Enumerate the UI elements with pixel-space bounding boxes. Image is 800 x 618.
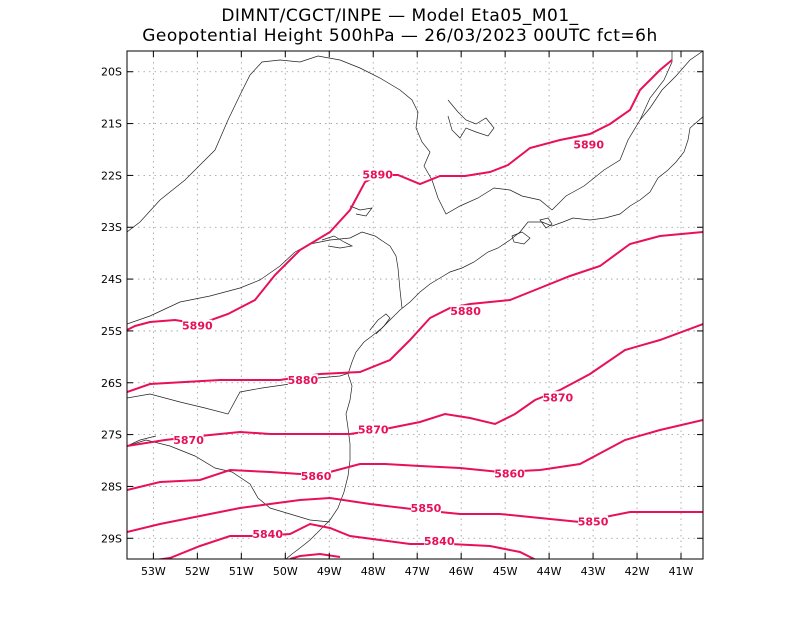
contour-label: 5850 bbox=[411, 502, 442, 515]
lon-tick-label: 42W bbox=[625, 565, 650, 578]
island bbox=[511, 231, 531, 245]
contour-label: 5840 bbox=[252, 528, 283, 541]
state-border-sp-pr bbox=[127, 231, 403, 325]
lon-tick-label: 50W bbox=[273, 565, 298, 578]
lon-tick-label: 53W bbox=[141, 565, 166, 578]
contour-label-background bbox=[578, 515, 609, 528]
bay-inlet bbox=[369, 313, 391, 335]
lat-tick-label: 24S bbox=[101, 273, 122, 286]
map-title-line2: Geopotential Height 500hPa — 26/03/2023 … bbox=[142, 26, 658, 46]
map-frame bbox=[126, 50, 704, 560]
contour-5890-west bbox=[127, 59, 673, 331]
lon-tick-label: 47W bbox=[405, 565, 430, 578]
contour-label-background bbox=[494, 467, 525, 480]
contour-label: 5850 bbox=[578, 516, 609, 529]
contour-5830 bbox=[289, 552, 341, 559]
reservoir bbox=[349, 205, 373, 217]
contour-label: 5890 bbox=[573, 138, 604, 151]
contour-label-background bbox=[424, 534, 455, 547]
lon-tick-label: 43W bbox=[581, 565, 606, 578]
state-border-es bbox=[639, 51, 703, 121]
contour-label-background bbox=[450, 305, 481, 318]
lon-tick-label: 41W bbox=[669, 565, 694, 578]
contour-5840 bbox=[154, 522, 537, 559]
contour-label: 5860 bbox=[494, 467, 525, 480]
lat-tick-label: 23S bbox=[101, 221, 122, 234]
contour-label: 5840 bbox=[424, 535, 455, 548]
contour-5870 bbox=[127, 323, 703, 447]
country-border bbox=[127, 435, 157, 447]
lat-tick-label: 28S bbox=[101, 480, 122, 493]
lon-tick-label: 49W bbox=[317, 565, 342, 578]
map-title-line1: DIMNT/CGCT/INPE — Model Eta05_M01_ bbox=[221, 6, 579, 26]
geography bbox=[127, 51, 703, 559]
lat-tick-label: 26S bbox=[101, 377, 122, 390]
contour-label-background bbox=[410, 502, 441, 515]
contour-label: 5870 bbox=[358, 423, 389, 436]
lat-tick-label: 25S bbox=[101, 325, 122, 338]
contour-label: 5890 bbox=[362, 168, 393, 181]
lon-tick-label: 51W bbox=[229, 565, 254, 578]
lon-tick-label: 45W bbox=[493, 565, 518, 578]
contour-label-background bbox=[362, 168, 393, 181]
island bbox=[539, 217, 553, 229]
lat-tick-label: 22S bbox=[101, 169, 122, 182]
axes: 53W 52W 51W 50W 49W 48W 47W 46W 45W 44W 43W 42W 41W 2… bbox=[101, 51, 703, 578]
contour-label-background bbox=[173, 433, 204, 446]
lon-tick-label: 48W bbox=[361, 565, 386, 578]
coastline bbox=[285, 116, 703, 559]
contour-label: 5880 bbox=[450, 305, 481, 318]
lat-tick-label: 27S bbox=[101, 429, 122, 442]
reservoir bbox=[321, 235, 354, 249]
lon-tick-label: 44W bbox=[537, 565, 562, 578]
state-border-mg-sp bbox=[127, 55, 553, 233]
contour-label-background bbox=[358, 423, 389, 436]
contour-label-background bbox=[182, 319, 213, 332]
reservoir bbox=[447, 99, 495, 139]
lat-tick-label: 29S bbox=[101, 532, 122, 545]
state-border-pr-sc bbox=[127, 371, 353, 415]
contour-label: 5880 bbox=[288, 374, 319, 387]
lat-tick-label: 21S bbox=[101, 118, 122, 131]
contour-label: 5870 bbox=[543, 391, 574, 404]
contour-5880 bbox=[127, 231, 703, 393]
contour-label-background bbox=[542, 391, 573, 404]
lon-tick-label: 46W bbox=[449, 565, 474, 578]
contour-labels: 5890 5890 5890 5880 5880 5870 5870 5870 5860 5860… bbox=[173, 138, 609, 548]
lat-tick-label: 20S bbox=[101, 66, 122, 79]
contour-label: 5860 bbox=[301, 470, 332, 483]
contour-label-background bbox=[252, 528, 283, 541]
lon-tick-label: 52W bbox=[185, 565, 210, 578]
contour-label-background bbox=[573, 138, 604, 151]
contour-5860 bbox=[127, 419, 703, 491]
contour-label: 5890 bbox=[182, 320, 213, 333]
state-border-mg-rj bbox=[551, 51, 673, 211]
contour-label-background bbox=[287, 374, 318, 387]
contour-label: 5870 bbox=[173, 434, 204, 447]
contour-label-background bbox=[301, 470, 332, 483]
graticule bbox=[127, 51, 703, 559]
state-border-sc-rs bbox=[127, 439, 331, 523]
